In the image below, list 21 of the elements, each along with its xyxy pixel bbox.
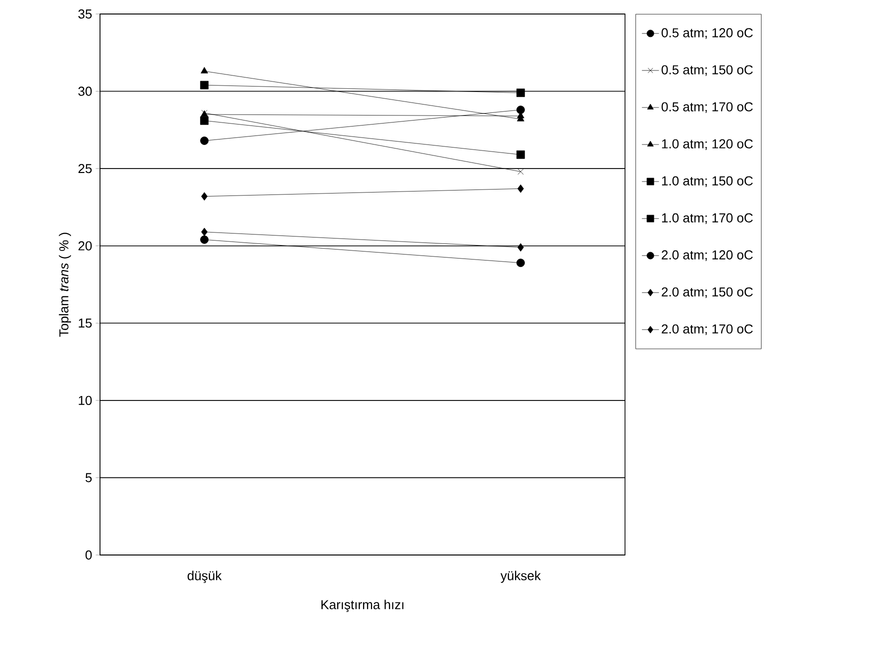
y-tick-label: 10: [78, 396, 92, 405]
legend-label: 1.0 atm; 150 oC: [662, 176, 753, 187]
legend-label: 1.0 atm; 120 oC: [662, 139, 753, 150]
legend-label: 2.0 atm; 120 oC: [662, 250, 753, 262]
y-tick-label: 5: [86, 473, 92, 482]
legend-label: 1.0 atm; 170 oC: [662, 213, 753, 224]
legend-label: 0.5 atm; 120 oC: [662, 28, 753, 39]
legend-label: 0.5 atm; 150 oC: [662, 65, 753, 76]
x-tick-label: düşük: [188, 570, 222, 583]
x-tick-label: yüksek: [500, 570, 541, 583]
legend-label: 2.0 atm; 150 oC: [662, 287, 753, 298]
y-tick-label: 0: [86, 550, 92, 560]
y-tick-label: 35: [78, 9, 92, 19]
legend-label: 2.0 atm; 170 oC: [662, 324, 753, 336]
x-axis-title: Karıştırma hızı: [321, 600, 404, 612]
y-tick-label: 30: [78, 86, 92, 96]
y-tick-label: 20: [78, 241, 92, 250]
y-tick-label: 15: [78, 318, 92, 328]
y-axis-title: Toplam trans ( % ): [58, 232, 71, 337]
y-tick-label: 25: [78, 164, 92, 174]
legend-label: 0.5 atm; 170 oC: [662, 102, 753, 113]
